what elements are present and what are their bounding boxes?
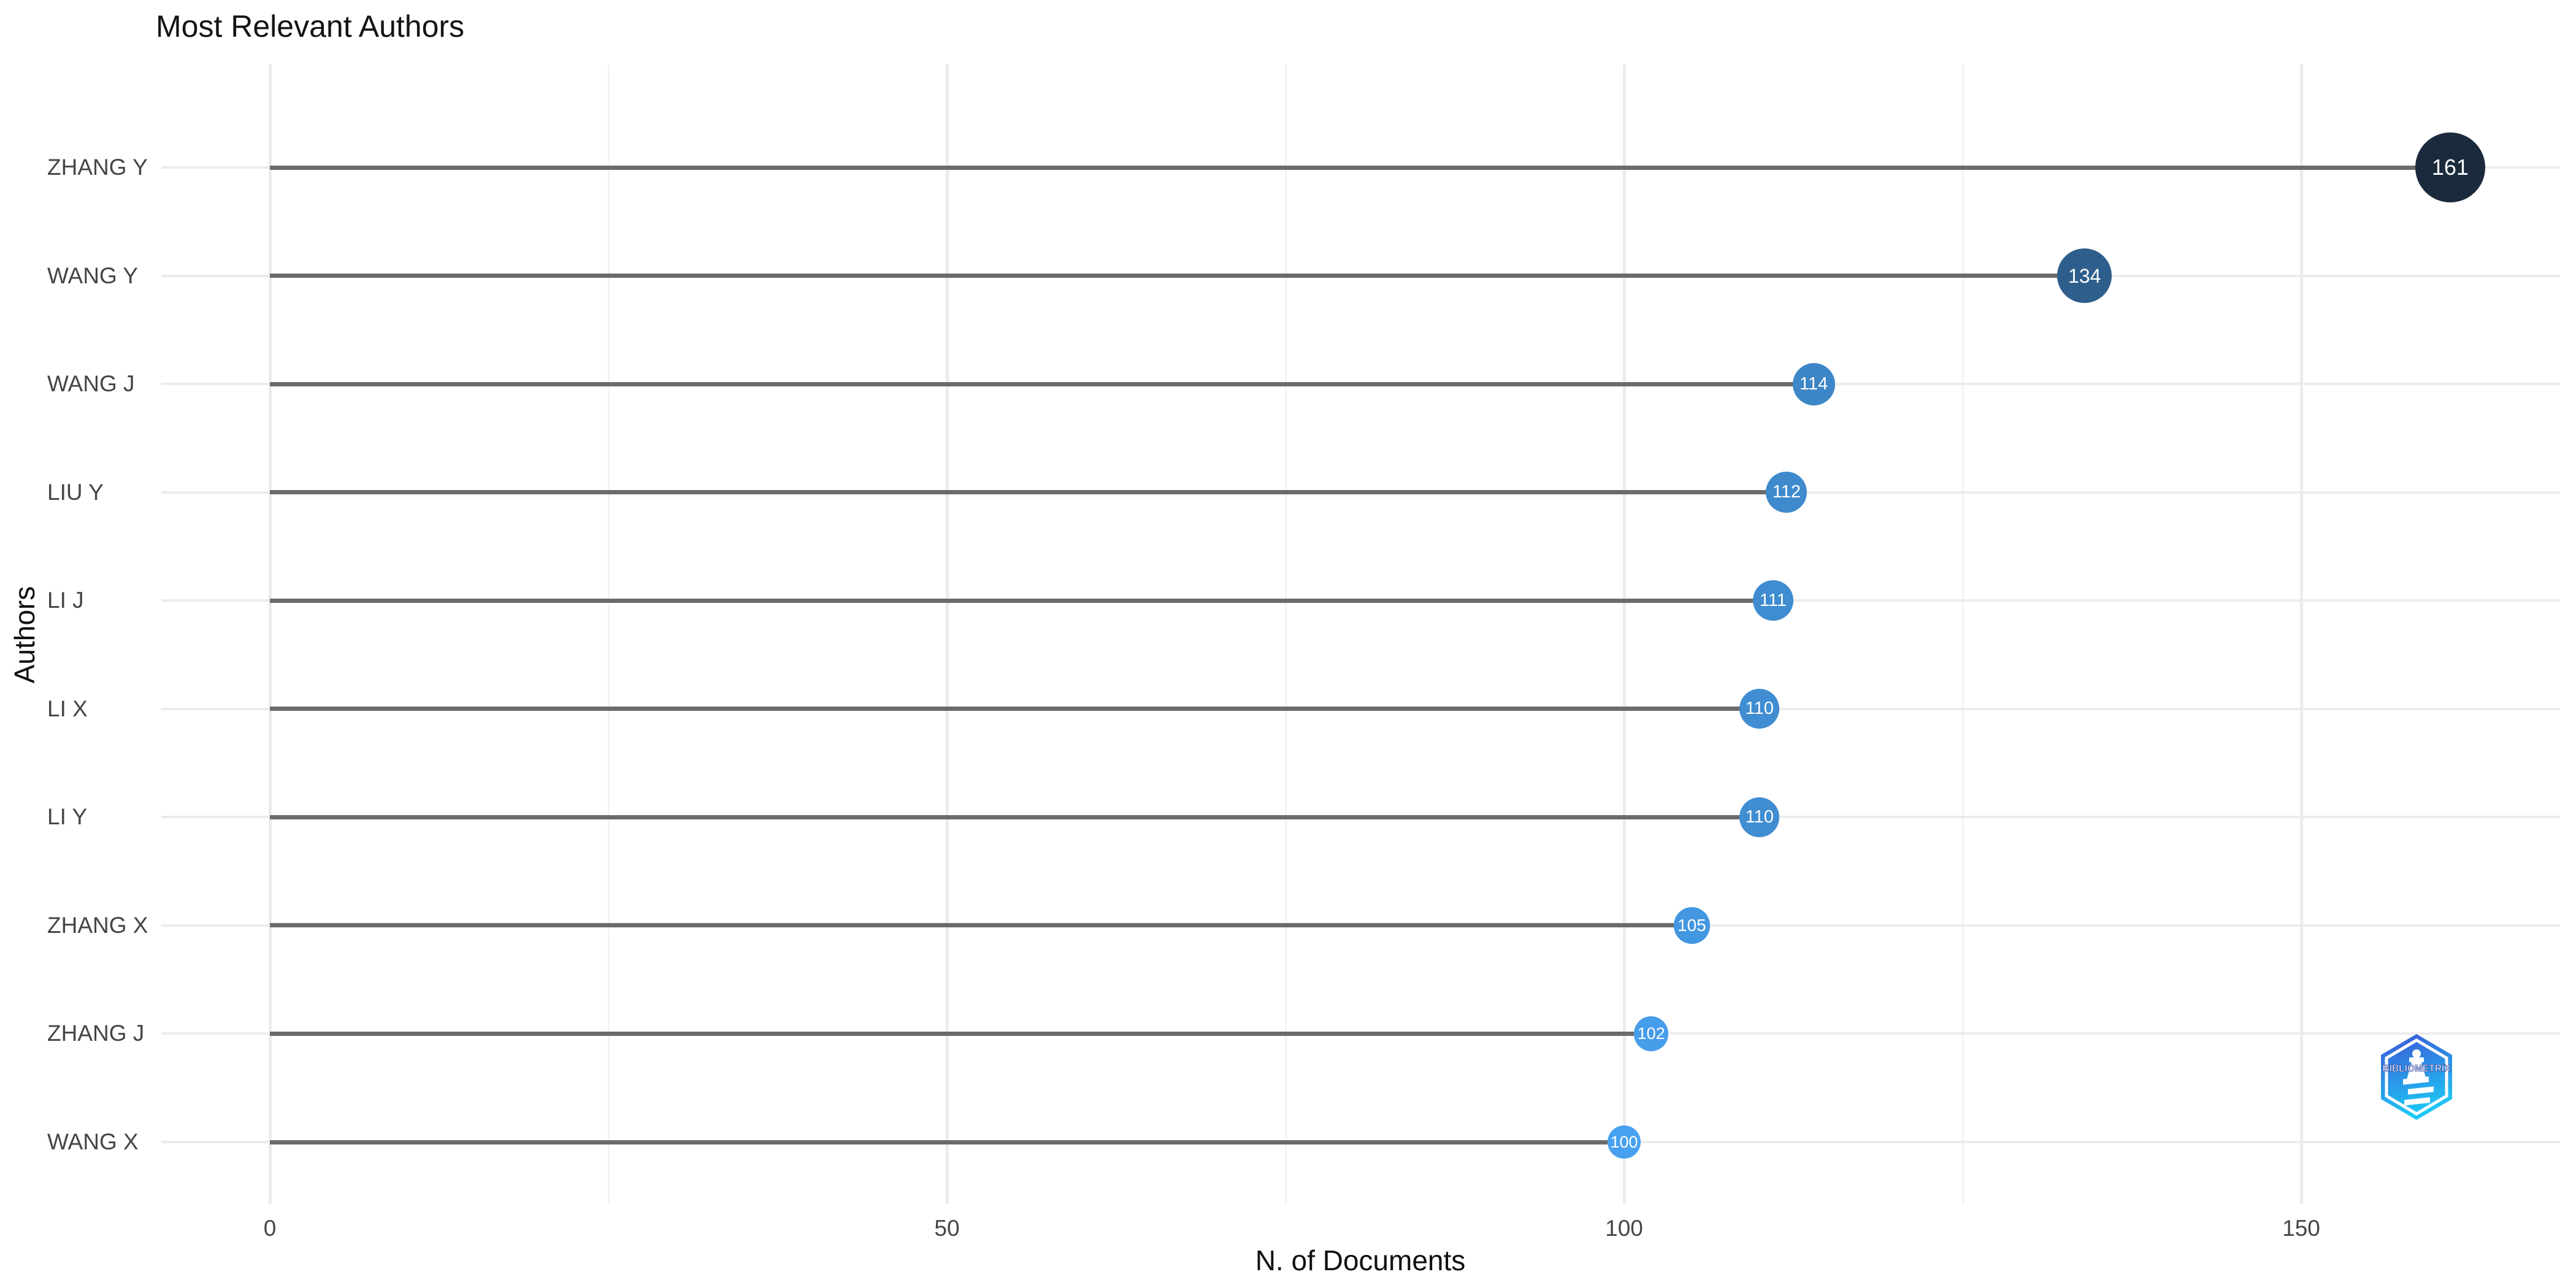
bubble-value-label: 134: [2068, 264, 2101, 287]
bubble-value-label: 110: [1745, 699, 1774, 719]
x-tick-label: 50: [934, 1216, 960, 1241]
y-axis-title: Authors: [9, 586, 40, 684]
author-tick-label: WANG X: [47, 1129, 139, 1155]
logo-text: BIBLIOMETRIX: [2382, 1064, 2451, 1074]
data-bubble: 161: [2415, 132, 2485, 202]
author-tick-label: LI J: [47, 588, 84, 613]
data-bubble: 112: [1766, 472, 1807, 513]
data-bubble: 105: [1673, 907, 1711, 944]
lollipop-stem: [270, 1031, 1652, 1036]
bubble-value-label: 112: [1772, 482, 1801, 502]
bibliometrix-logo: BIBLIOMETRIX: [2381, 1034, 2452, 1120]
bubble-value-label: 161: [2431, 154, 2469, 180]
bubble-value-label: 100: [1610, 1132, 1638, 1151]
data-bubble: 110: [1739, 689, 1780, 729]
lollipop-stem: [270, 381, 1814, 386]
lollipop-stem: [270, 707, 1760, 711]
author-tick-label: ZHANG X: [47, 912, 148, 938]
x-axis-title: N. of Documents: [1255, 1244, 1466, 1276]
lighthouse-icon: [2403, 1049, 2434, 1106]
author-tick-label: WANG Y: [47, 263, 139, 288]
gridline-major-vertical: [2299, 64, 2303, 1204]
gridline-major-vertical: [945, 64, 949, 1204]
author-tick-label: ZHANG Y: [47, 155, 148, 180]
lollipop-stem: [270, 1140, 1624, 1144]
data-bubble: 100: [1608, 1125, 1641, 1159]
lollipop-stem: [270, 598, 1773, 603]
lollipop-stem: [270, 815, 1760, 819]
author-tick-label: LIU Y: [47, 479, 104, 505]
author-tick-label: LI X: [47, 696, 88, 721]
bubble-value-label: 105: [1677, 915, 1706, 935]
data-bubble: 134: [2057, 248, 2112, 304]
lollipop-stem: [270, 923, 1692, 928]
author-tick-label: WANG J: [47, 371, 135, 397]
chart-title: Most Relevant Authors: [156, 9, 465, 44]
author-tick-label: ZHANG J: [47, 1021, 145, 1046]
data-bubble: 102: [1634, 1016, 1669, 1051]
bubble-value-label: 110: [1745, 807, 1774, 827]
bubble-value-label: 102: [1637, 1024, 1665, 1043]
lollipop-stem: [270, 165, 2450, 170]
gridline-minor-vertical: [1961, 64, 1964, 1204]
author-tick-label: LI Y: [47, 804, 88, 830]
lollipop-stem: [270, 274, 2085, 278]
x-tick-label: 0: [263, 1216, 277, 1241]
x-tick-label: 150: [2282, 1216, 2320, 1241]
data-bubble: 114: [1792, 362, 1835, 405]
lollipop-stem: [270, 490, 1787, 495]
data-bubble: 111: [1752, 580, 1793, 621]
gridline-minor-vertical: [1284, 64, 1287, 1204]
gridline-major-vertical: [268, 64, 272, 1204]
logo-hexagon: BIBLIOMETRIX: [2381, 1034, 2452, 1120]
gridline-major-vertical: [1622, 64, 1626, 1204]
bubble-value-label: 114: [1799, 374, 1828, 394]
gridline-minor-vertical: [607, 64, 610, 1204]
data-bubble: 110: [1739, 797, 1780, 837]
bubble-value-label: 111: [1759, 590, 1787, 610]
x-tick-label: 100: [1605, 1216, 1643, 1241]
